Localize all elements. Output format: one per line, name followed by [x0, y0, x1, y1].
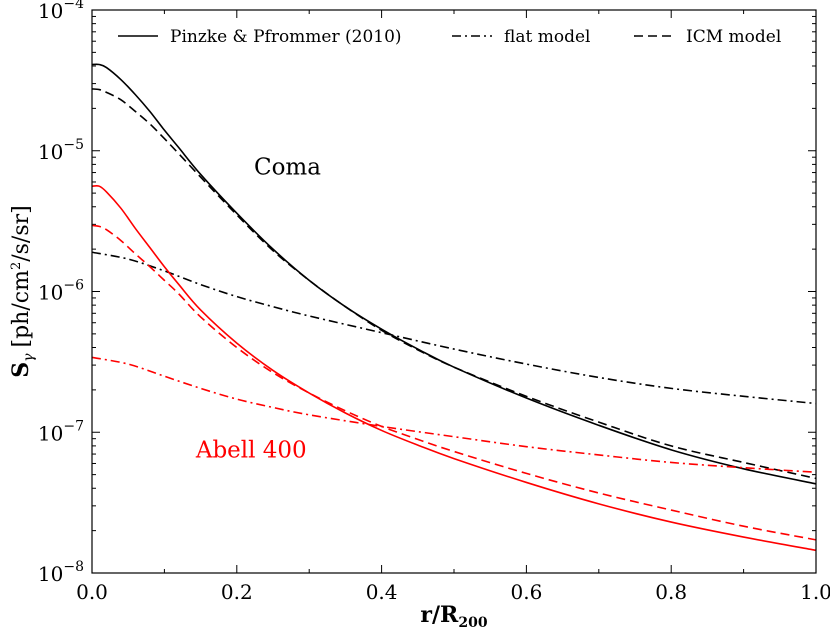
x-tick-label: 0.0 [76, 580, 108, 604]
series-line-coma-flat-model [91, 251, 817, 405]
y-axis-label-unit-tail: /s/sr] [9, 205, 34, 262]
annotation-label: Abell 400 [195, 438, 307, 464]
x-tick-label: 0.8 [655, 580, 687, 604]
x-axis-label-sub: 200 [458, 615, 487, 629]
series-line-abell-400-icm-model [91, 224, 817, 541]
y-tick-label: 10−6 [38, 278, 84, 305]
legend-label: ICM model [686, 27, 781, 47]
annotations: Coma Abell 400 [195, 154, 321, 463]
x-tick-label: 0.4 [366, 580, 398, 604]
x-tick-label: 0.6 [510, 580, 542, 604]
y-axis-label-unit: [ph/cm [9, 270, 34, 348]
series-line-coma-icm-model [91, 88, 817, 480]
y-axis-label: Sγ [ph/cm2/s/sr] [8, 205, 37, 378]
tick-labels: 0.0 0.2 0.4 0.6 0.8 1.0 10−8 10−7 10−6 10−5 10−4 [38, 0, 830, 604]
y-tick-label: 10−8 [38, 559, 84, 586]
legend-label: flat model [504, 27, 590, 47]
x-tick-label: 1.0 [800, 580, 830, 604]
y-tick-label: 10−4 [38, 0, 84, 23]
series-layer [91, 63, 817, 552]
series-line-abell-400-flat-model [91, 356, 817, 474]
legend: Pinzke & Pfrommer (2010) flat model ICM mo… [118, 27, 781, 47]
series-line-coma-pinzke-pfrommer-2010 [91, 63, 817, 485]
y-axis-label-main: S [8, 362, 34, 378]
x-axis-label-main: r/R [420, 602, 459, 628]
x-axis-label: r/R200 [420, 602, 487, 629]
y-tick-label: 10−7 [38, 418, 84, 445]
legend-label: Pinzke & Pfrommer (2010) [170, 27, 402, 47]
y-tick-label: 10−5 [38, 137, 84, 164]
axis-ticks [91, 9, 817, 574]
x-tick-label: 0.2 [221, 580, 253, 604]
y-axis-label-sub: γ [21, 353, 37, 362]
plot-frame [91, 9, 817, 574]
y-axis-label-unit-sup: 2 [9, 262, 24, 270]
series-line-abell-400-pinzke-pfrommer-2010 [91, 184, 817, 552]
annotation-label: Coma [254, 154, 321, 180]
